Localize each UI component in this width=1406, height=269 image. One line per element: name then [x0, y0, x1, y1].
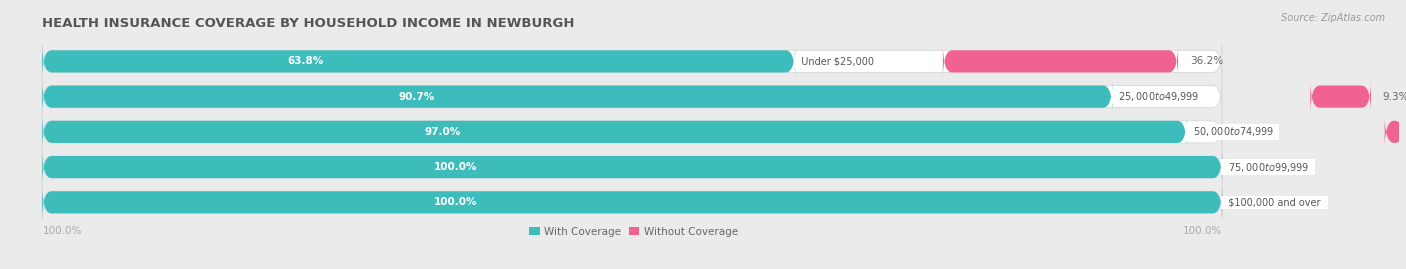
- FancyBboxPatch shape: [42, 185, 1222, 220]
- Text: $100,000 and over: $100,000 and over: [1222, 197, 1327, 207]
- FancyBboxPatch shape: [42, 150, 1222, 184]
- FancyBboxPatch shape: [42, 44, 1222, 79]
- FancyBboxPatch shape: [42, 185, 1222, 220]
- Text: 97.0%: 97.0%: [425, 127, 461, 137]
- Text: 100.0%: 100.0%: [433, 162, 477, 172]
- Text: 100.0%: 100.0%: [42, 226, 82, 236]
- Text: $75,000 to $99,999: $75,000 to $99,999: [1222, 161, 1313, 174]
- FancyBboxPatch shape: [1385, 115, 1405, 149]
- FancyBboxPatch shape: [1310, 80, 1371, 114]
- Text: 63.8%: 63.8%: [288, 56, 323, 66]
- Text: $50,000 to $74,999: $50,000 to $74,999: [1187, 125, 1278, 138]
- Text: HEALTH INSURANCE COVERAGE BY HOUSEHOLD INCOME IN NEWBURGH: HEALTH INSURANCE COVERAGE BY HOUSEHOLD I…: [42, 17, 575, 30]
- FancyBboxPatch shape: [42, 115, 1222, 149]
- Text: $25,000 to $49,999: $25,000 to $49,999: [1112, 90, 1204, 103]
- Legend: With Coverage, Without Coverage: With Coverage, Without Coverage: [529, 227, 738, 237]
- Text: 9.3%: 9.3%: [1382, 92, 1406, 102]
- Text: Source: ZipAtlas.com: Source: ZipAtlas.com: [1281, 13, 1385, 23]
- Text: Under $25,000: Under $25,000: [794, 56, 880, 66]
- FancyBboxPatch shape: [42, 44, 796, 79]
- FancyBboxPatch shape: [42, 80, 1112, 114]
- FancyBboxPatch shape: [943, 44, 1178, 79]
- FancyBboxPatch shape: [42, 115, 1187, 149]
- FancyBboxPatch shape: [42, 80, 1222, 114]
- Text: 100.0%: 100.0%: [1182, 226, 1222, 236]
- Text: 36.2%: 36.2%: [1189, 56, 1223, 66]
- FancyBboxPatch shape: [42, 150, 1222, 184]
- Text: 90.7%: 90.7%: [399, 92, 434, 102]
- Text: 100.0%: 100.0%: [433, 197, 477, 207]
